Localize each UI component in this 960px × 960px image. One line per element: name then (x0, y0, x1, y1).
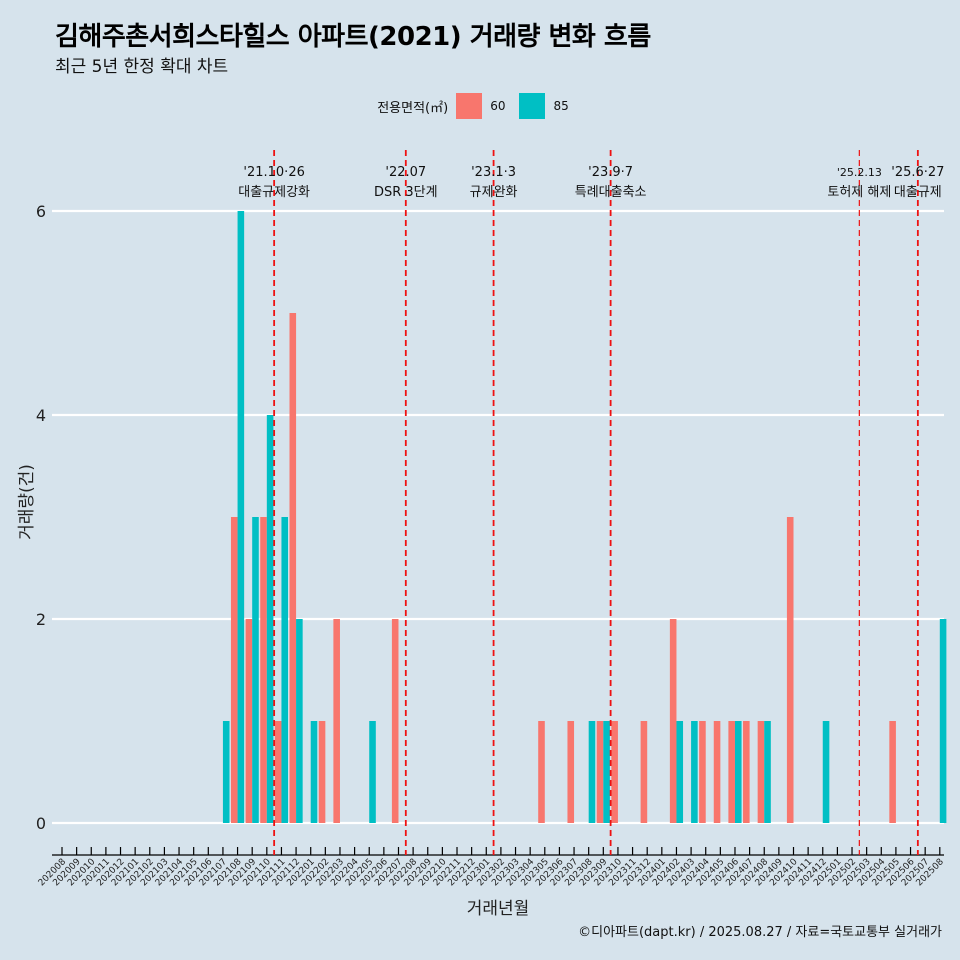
bar-85-202308 (588, 721, 596, 823)
event-date-label: '23.9·7 (588, 165, 633, 180)
bar-85-202201 (310, 721, 318, 823)
bar-60-202109 (245, 619, 253, 823)
bar-85-202110 (266, 415, 274, 823)
x-axis-title: 거래년월 (467, 899, 530, 919)
event-name-label: 규제완화 (470, 185, 518, 200)
bar-60-202202 (318, 721, 326, 823)
bar-85-202412 (822, 721, 830, 823)
bar-60-202108 (230, 517, 238, 823)
legend: 전용면적(㎡) 60 85 (0, 93, 960, 119)
bar-60-202112 (289, 313, 297, 823)
bar-60-202405 (713, 721, 721, 823)
legend-swatch-85 (519, 93, 546, 119)
legend-title: 전용면적(㎡) (377, 100, 449, 116)
legend-item-60: 60 (456, 93, 505, 119)
bar-85-202309 (603, 721, 610, 823)
bar-85-202107 (222, 721, 230, 823)
bar-60-202402 (669, 619, 677, 823)
bar-60-202309 (596, 721, 604, 823)
bar-60-202408 (757, 721, 765, 823)
event-name-label: 토허제 해제 (827, 185, 891, 200)
event-date-label: '25.6·27 (891, 165, 944, 180)
bar-85-202508 (939, 619, 947, 823)
event-date-label: '22.07 (385, 165, 426, 180)
bar-85-202406 (734, 721, 742, 823)
bar-85-202403 (691, 721, 698, 823)
source-caption: ©디아파트(dapt.kr) / 2025.08.27 / 자료=국토교통부 실… (578, 925, 942, 940)
bar-85-202402 (676, 721, 684, 823)
bar-60-202410 (786, 517, 794, 823)
legend-item-85: 85 (519, 93, 569, 119)
bar-60-202207 (391, 619, 399, 823)
event-date-label: '25.2.13 (837, 166, 882, 179)
event-date-label: '21.10·26 (243, 165, 304, 180)
event-name-label: DSR 3단계 (374, 185, 438, 200)
bar-60-202312 (640, 721, 648, 823)
bar-85-202108 (237, 211, 245, 823)
legend-label-85: 85 (553, 99, 569, 113)
bar-60-202310 (611, 721, 618, 823)
event-date-label: '23.1·3 (471, 165, 516, 180)
bar-60-202111 (274, 721, 282, 823)
bar-60-202406 (728, 721, 735, 823)
bar-85-202408 (764, 721, 771, 823)
legend-swatch-60 (456, 93, 483, 119)
y-tick-label: 4 (36, 406, 46, 425)
bar-60-202407 (743, 721, 750, 823)
bar-60-202404 (699, 721, 706, 823)
chart-subtitle: 최근 5년 한정 확대 차트 (55, 57, 229, 77)
y-tick-label: 0 (36, 814, 46, 833)
event-name-label: 대출규제 (894, 185, 942, 200)
bar-85-202109 (252, 517, 259, 823)
bar-60-202307 (567, 721, 575, 823)
event-name-label: 특례대출축소 (575, 185, 647, 200)
chart-title: 김해주촌서희스타힐스 아파트(2021) 거래량 변화 흐름 (55, 22, 651, 52)
bar-60-202505 (889, 721, 896, 823)
bar-60-202203 (333, 619, 340, 823)
bar-60-202305 (538, 721, 545, 823)
bar-85-202111 (281, 517, 289, 823)
bar-85-202205 (369, 721, 376, 823)
event-name-label: 대출규제강화 (238, 185, 310, 200)
y-tick-label: 2 (36, 610, 46, 629)
bar-85-202112 (296, 619, 303, 823)
y-axis-title: 거래량(건) (17, 464, 37, 540)
legend-label-60: 60 (490, 99, 506, 113)
y-tick-label: 6 (36, 202, 46, 221)
bar-60-202110 (260, 517, 267, 823)
